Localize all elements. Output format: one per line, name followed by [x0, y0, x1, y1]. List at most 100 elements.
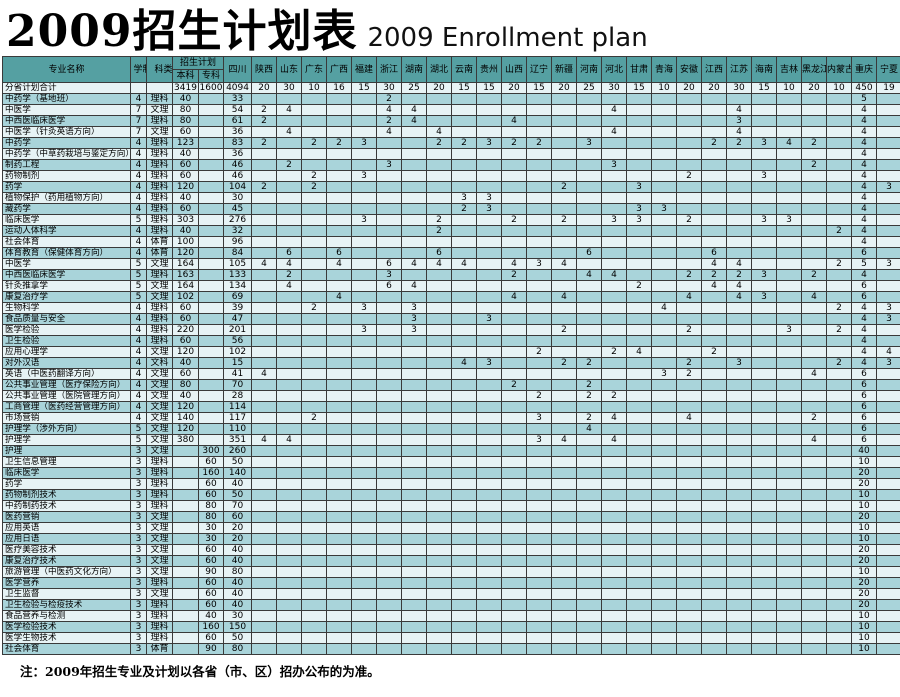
province-value-cell [326, 434, 353, 446]
major-name-cell: 运动人体科学 [2, 225, 131, 237]
major-name-cell: 临床医学 [2, 214, 131, 226]
major-name-cell: 医学检验技术 [2, 621, 131, 633]
province-value-cell [801, 555, 828, 567]
province-value-cell [426, 170, 453, 182]
page-title: 2009招生计划表 2009 Enrollment plan [0, 0, 900, 56]
province-value-cell [326, 115, 353, 127]
bachelor-plan-cell [172, 588, 199, 600]
province-value-cell [576, 192, 603, 204]
province-value-cell [301, 423, 328, 435]
province-value-cell: 2 [826, 258, 853, 270]
category-cell: 体育 [146, 643, 173, 655]
college-plan-cell [197, 203, 225, 215]
province-value-cell [776, 566, 803, 578]
bachelor-plan-cell: 123 [172, 137, 199, 149]
bachelor-plan-cell: 140 [172, 412, 199, 424]
bachelor-plan-cell: 120 [172, 423, 199, 435]
province-value-cell: 20 [851, 478, 878, 490]
province-value-cell [576, 610, 603, 622]
province-value-cell [501, 104, 528, 116]
province-value-cell [301, 555, 328, 567]
province-value-cell [476, 236, 503, 248]
province-value-cell: 4 [726, 258, 753, 270]
province-value-cell [726, 148, 753, 160]
years-cell: 5 [130, 214, 147, 226]
province-value-cell [476, 423, 503, 435]
province-value-cell [876, 170, 900, 182]
province-value-cell [776, 522, 803, 534]
province-value-cell [426, 610, 453, 622]
province-value-cell [301, 225, 328, 237]
province-value-cell [476, 533, 503, 545]
province-value-cell [526, 379, 553, 391]
province-value-cell [326, 236, 353, 248]
province-value-cell [701, 324, 728, 336]
province-value-cell [776, 302, 803, 314]
province-value-cell: 50 [223, 632, 253, 644]
college-plan-cell [197, 434, 225, 446]
province-value-cell [526, 610, 553, 622]
bachelor-plan-cell: 3419 [172, 82, 199, 94]
province-value-cell [451, 423, 478, 435]
province-value-cell: 30 [376, 82, 403, 94]
major-row: 应用心理学 4 文理 120 102 2 2 4 2 4 4 [2, 346, 900, 358]
province-value-cell [801, 544, 828, 556]
major-row: 食品质量与安全 4 理科 60 47 3 3 4 3 [2, 313, 900, 325]
province-value-cell [301, 489, 328, 501]
province-value-cell: 2 [501, 214, 528, 226]
province-value-cell [701, 643, 728, 655]
years-cell: 5 [130, 291, 147, 303]
province-value-cell: 69 [223, 291, 253, 303]
province-value-cell [301, 269, 328, 281]
province-value-cell: 2 [576, 379, 603, 391]
province-value-cell [601, 368, 628, 380]
province-value-cell [526, 643, 553, 655]
province-value-cell [826, 577, 853, 589]
province-value-cell [701, 632, 728, 644]
province-value-cell [276, 379, 303, 391]
province-value-cell [801, 247, 828, 259]
province-value-cell [476, 126, 503, 138]
college-plan-cell: 60 [197, 599, 225, 611]
col-header-province-2: 山东 [276, 56, 303, 83]
province-value-cell: 3 [601, 214, 628, 226]
province-value-cell: 20 [851, 599, 878, 611]
province-value-cell [426, 621, 453, 633]
province-value-cell [801, 93, 828, 105]
province-value-cell [576, 225, 603, 237]
province-value-cell [326, 511, 353, 523]
province-value-cell [826, 126, 853, 138]
province-value-cell [751, 489, 778, 501]
years-cell: 7 [130, 115, 147, 127]
province-value-cell [726, 93, 753, 105]
province-value-cell: 4 [851, 115, 878, 127]
bachelor-plan-cell: 220 [172, 324, 199, 336]
province-value-cell: 60 [223, 511, 253, 523]
major-row: 护理学（涉外方向） 5 文理 120 110 4 6 [2, 423, 900, 435]
province-value-cell: 2 [826, 302, 853, 314]
major-name-cell: 中药制药技术 [2, 500, 131, 512]
province-value-cell [401, 291, 428, 303]
province-value-cell [401, 203, 428, 215]
enrollment-table-wrapper: 专业名称学制科类招生计划四川陕西山东广东广西福建浙江湖南湖北云南贵州山西辽宁新疆… [0, 56, 900, 655]
province-value-cell [576, 643, 603, 655]
province-value-cell [751, 335, 778, 347]
province-value-cell [526, 544, 553, 556]
province-value-cell [626, 247, 653, 259]
province-value-cell [476, 379, 503, 391]
college-plan-cell: 80 [197, 500, 225, 512]
major-row: 临床医学 5 理科 303 276 3 2 2 2 3 3 2 3 3 4 [2, 214, 900, 226]
province-value-cell [501, 225, 528, 237]
province-value-cell: 2 [626, 280, 653, 292]
college-plan-cell: 40 [197, 610, 225, 622]
province-value-cell [626, 170, 653, 182]
major-row: 中医学 5 文理 164 105 4 4 4 6 4 4 4 4 3 4 4 4 2 5 3 [2, 258, 900, 270]
province-value-cell [526, 632, 553, 644]
province-value-cell [401, 456, 428, 468]
col-header-province-14: 河南 [576, 56, 603, 83]
province-value-cell [301, 368, 328, 380]
bachelor-plan-cell: 40 [172, 225, 199, 237]
province-value-cell [276, 346, 303, 358]
province-value-cell [551, 445, 578, 457]
province-value-cell: 2 [726, 269, 753, 281]
